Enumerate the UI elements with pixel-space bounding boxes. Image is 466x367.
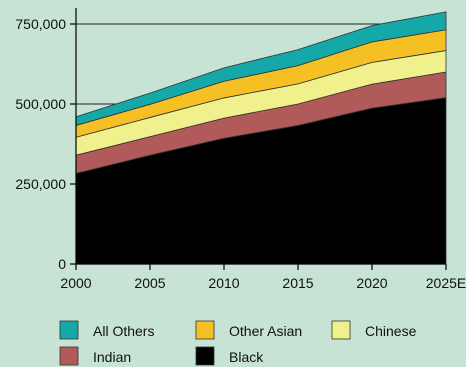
y-tick-label: 750,000 bbox=[15, 16, 66, 32]
axes: 0 250,000 500,000 750,000 2000 2005 2010 2015 20… bbox=[15, 8, 466, 291]
x-tick-label: 2025E bbox=[426, 275, 466, 291]
legend-label-other-asian: Other Asian bbox=[229, 323, 302, 339]
x-tick-label: 2010 bbox=[208, 275, 239, 291]
x-tick-label: 2000 bbox=[60, 275, 91, 291]
legend-label-all-others: All Others bbox=[93, 323, 154, 339]
x-tick-label: 2015 bbox=[282, 275, 313, 291]
area-series bbox=[75, 11, 447, 265]
x-tick-label: 2020 bbox=[356, 275, 387, 291]
y-tick-label: 250,000 bbox=[15, 176, 66, 192]
legend-swatch-indian bbox=[59, 346, 79, 366]
y-tick-label: 0 bbox=[58, 256, 66, 272]
legend-swatch-chinese bbox=[331, 320, 351, 340]
legend-swatch-other-asian bbox=[195, 320, 215, 340]
legend-label-chinese: Chinese bbox=[365, 323, 417, 339]
legend: All Others Other Asian Chinese Indian Black bbox=[59, 320, 417, 366]
legend-label-indian: Indian bbox=[93, 349, 131, 365]
legend-swatch-all-others bbox=[59, 320, 79, 340]
legend-swatch-black bbox=[195, 346, 215, 366]
legend-label-black: Black bbox=[229, 349, 264, 365]
y-tick-label: 500,000 bbox=[15, 96, 66, 112]
area-all-others bbox=[75, 11, 447, 126]
x-tick-label: 2005 bbox=[134, 275, 165, 291]
